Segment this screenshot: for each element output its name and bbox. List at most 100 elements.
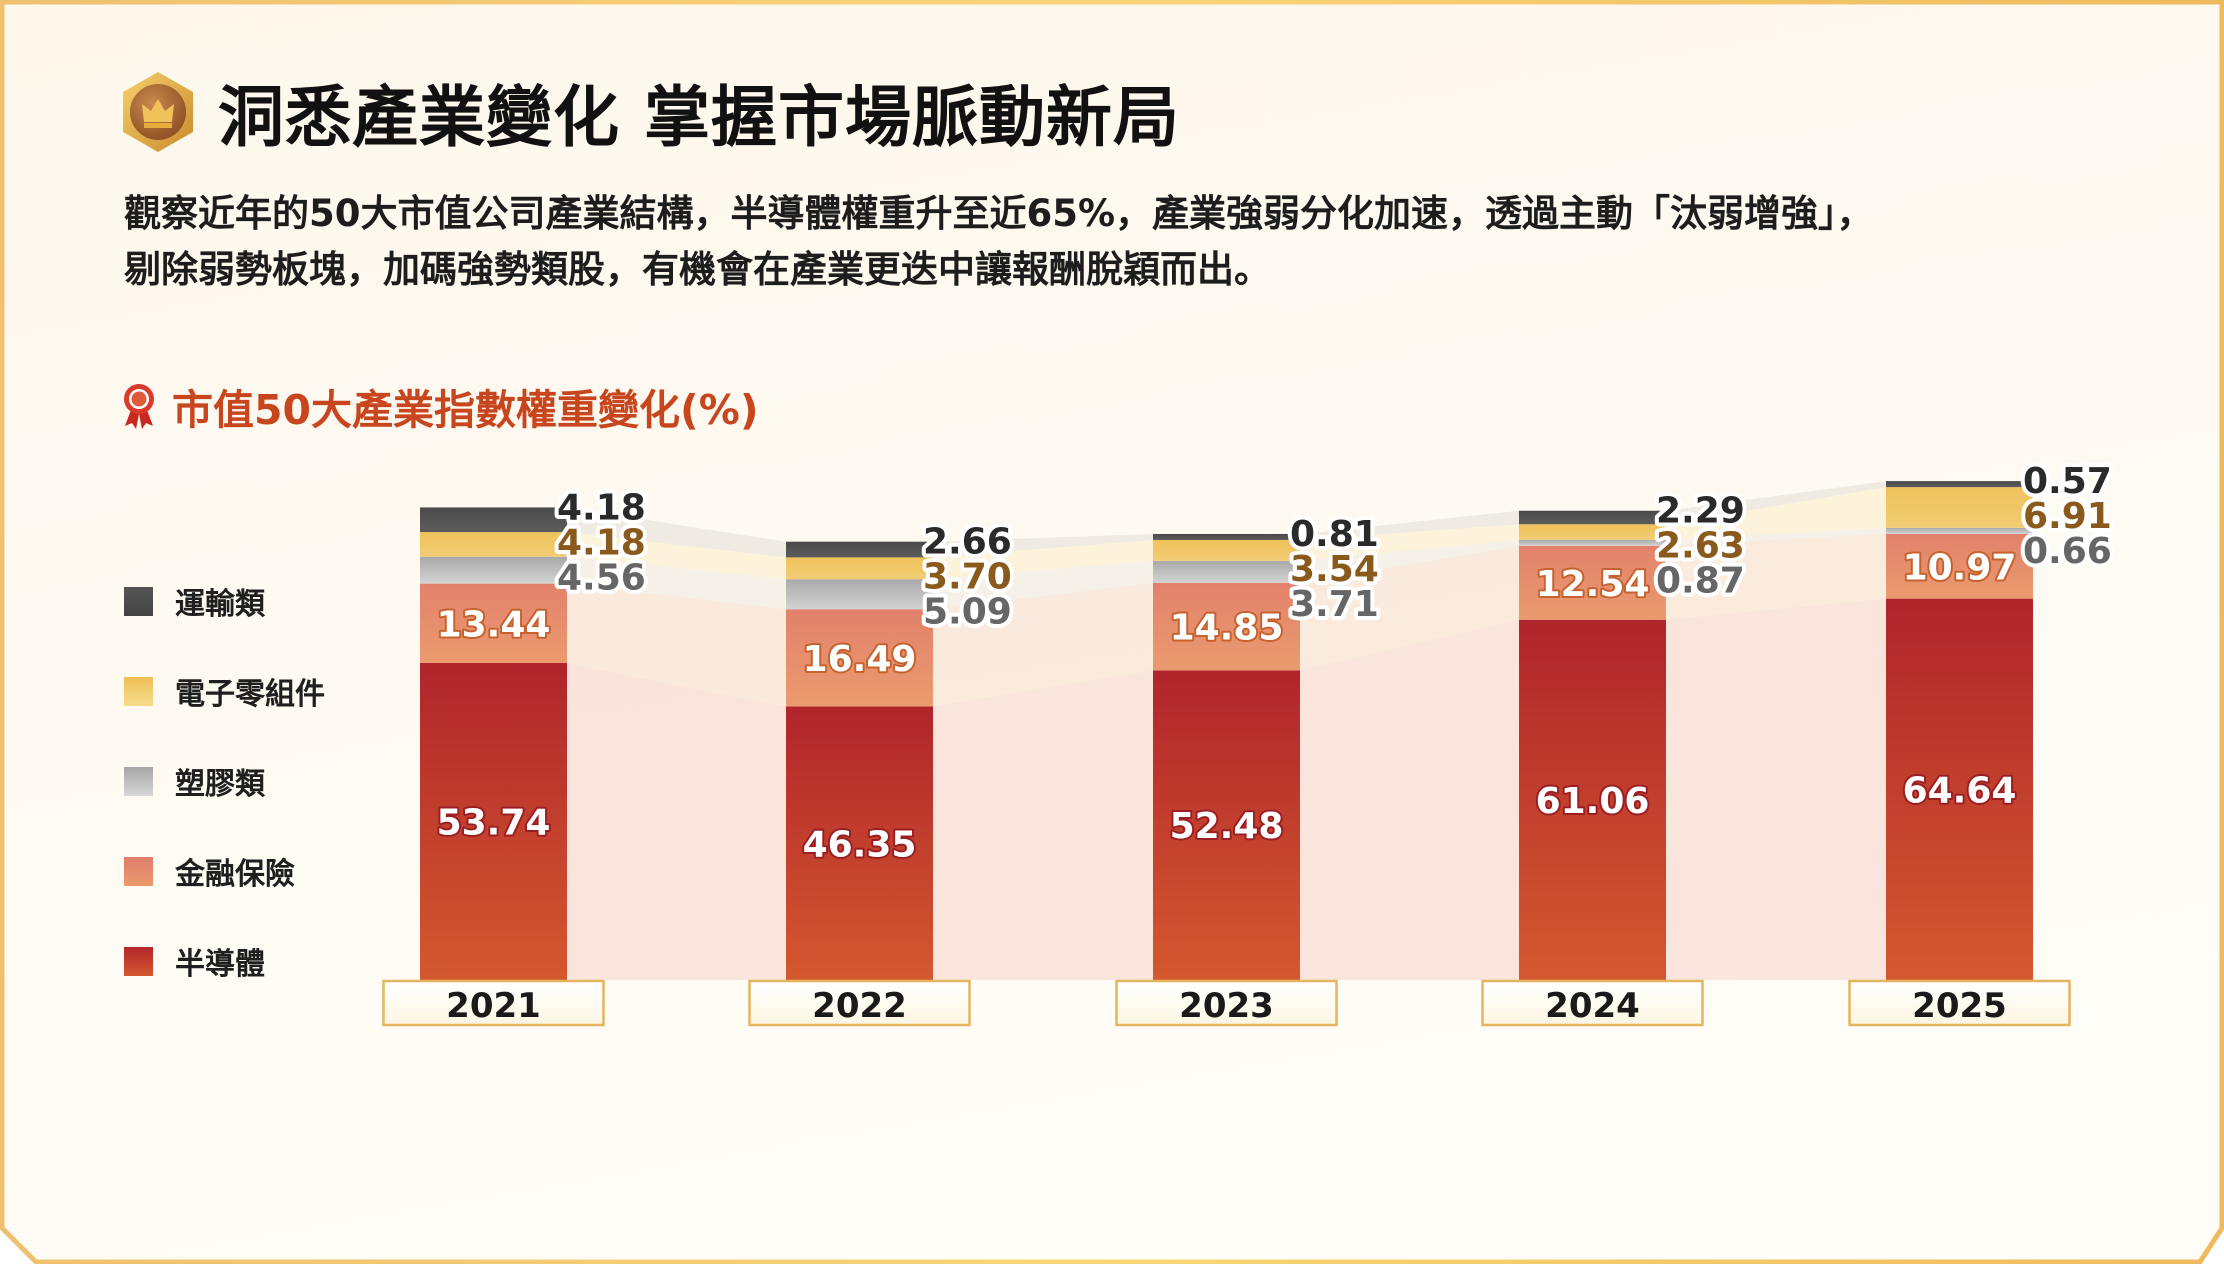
bar-segment-plastics [786, 579, 933, 610]
flow-band-electronic-components [1300, 524, 1519, 561]
bar-segment-semiconductor [1519, 619, 1666, 980]
value-label-finance-insurance: 14.85 [1170, 608, 1284, 649]
value-label-finance-insurance: 16.49 [803, 639, 917, 680]
legend-item: 金融保險 [124, 826, 325, 916]
value-label-finance-insurance: 13.44 [437, 604, 551, 645]
bar-2022 [786, 541, 933, 980]
value-label-transport: 2.29 [1656, 491, 1745, 532]
value-label-semiconductor: 53.74 [437, 802, 551, 843]
flow-band-transport [567, 507, 786, 558]
flow-band-plastics [567, 556, 786, 610]
bar-segment-plastics [1519, 539, 1666, 546]
value-label-plastics: 0.66 [2023, 531, 2112, 572]
flow-band-plastics [1300, 539, 1519, 583]
legend-swatch-semiconductor [124, 946, 153, 976]
year-box [748, 979, 971, 1027]
year-box [1115, 979, 1338, 1027]
value-label-plastics: 0.87 [1656, 561, 1745, 602]
year-label: 2025 [1912, 986, 2007, 1026]
value-label-semiconductor: 46.35 [803, 824, 917, 865]
bar-2023 [1153, 533, 1300, 980]
year-box [382, 979, 605, 1027]
legend-label: 半導體 [175, 947, 265, 982]
flow-band-semiconductor [1666, 598, 1886, 980]
flow-band-electronic-components [1666, 487, 1886, 540]
x-label-2023: 2023 [1115, 979, 1338, 1027]
year-label: 2022 [812, 986, 907, 1026]
bar-segment-finance-insurance [1153, 582, 1300, 671]
legend-swatch-plastics [124, 766, 153, 796]
value-label-electronic-components: 6.91 [2023, 496, 2112, 537]
bar-segment-transport [420, 507, 567, 533]
bar-segment-transport [1153, 533, 1300, 540]
value-label-plastics: 3.71 [1290, 584, 1379, 625]
flow-band-plastics [933, 560, 1153, 610]
description: 觀察近年的50大市值公司產業結構，半導體權重升至近65%，產業強弱分化加速，透過… [124, 186, 2124, 298]
flow-band-plastics [1666, 527, 1886, 546]
bar-segment-transport [786, 541, 933, 558]
flow-band-electronic-components [567, 532, 786, 580]
flow-band-semiconductor [567, 662, 786, 980]
bar-segment-semiconductor [1886, 598, 2033, 980]
flow-band-transport [933, 533, 1153, 558]
year-label: 2021 [446, 986, 541, 1026]
legend-item: 運輸類 [124, 556, 325, 646]
bar-segment-plastics [420, 556, 567, 584]
value-label-finance-insurance: 10.97 [1903, 547, 2017, 588]
value-label-semiconductor: 64.64 [1903, 770, 2017, 811]
value-label-transport: 4.18 [557, 487, 646, 528]
value-label-semiconductor: 52.48 [1170, 806, 1284, 847]
value-label-electronic-components: 4.18 [557, 522, 646, 563]
chart-legend: 運輸類 電子零組件 塑膠類 金融保險 半導體 [124, 556, 325, 1006]
legend-label: 塑膠類 [175, 767, 265, 802]
flow-band-electronic-components [933, 539, 1153, 580]
value-label-finance-insurance: 12.54 [1536, 564, 1650, 605]
flow-band-semiconductor [1300, 619, 1519, 980]
value-label-transport: 0.81 [1290, 514, 1379, 555]
bar-segment-semiconductor [420, 662, 567, 980]
flow-band-finance-insurance [1300, 545, 1519, 671]
year-label: 2024 [1545, 986, 1640, 1026]
bar-segment-finance-insurance [1519, 545, 1666, 620]
bar-segment-finance-insurance [420, 583, 567, 663]
chart-header: 市值50大產業指數權重變化(%) [122, 376, 759, 436]
legend-item: 電子零組件 [124, 646, 325, 736]
flow-band-semiconductor [933, 670, 1153, 980]
value-label-electronic-components: 2.63 [1656, 526, 1745, 567]
bar-segment-transport [1519, 510, 1666, 525]
value-label-transport: 0.57 [2023, 461, 2112, 502]
value-label-transport: 2.66 [923, 522, 1012, 563]
legend-label: 金融保險 [175, 857, 295, 892]
legend-label: 電子零組件 [175, 677, 325, 712]
bar-segment-transport [1886, 481, 2033, 488]
legend-item: 塑膠類 [124, 736, 325, 826]
crown-badge-icon [123, 72, 193, 152]
header: 洞悉產業變化 掌握市場脈動新局 [120, 64, 1180, 160]
x-label-2024: 2024 [1481, 979, 1704, 1027]
legend-swatch-finance-insurance [124, 856, 153, 886]
page-title: 洞悉產業變化 掌握市場脈動新局 [218, 79, 1180, 156]
bar-segment-electronic-components [1886, 487, 2033, 528]
flow-band-finance-insurance [567, 583, 786, 707]
description-line-2: 剔除弱勢板塊，加碼強勢類股，有機會在產業更迭中讓報酬脫穎而出。 [124, 248, 1271, 291]
bar-segment-finance-insurance [1886, 533, 2033, 599]
bar-segment-electronic-components [420, 532, 567, 557]
flow-band-finance-insurance [1666, 533, 1886, 620]
flow-bands [567, 481, 1886, 980]
x-label-2025: 2025 [1848, 979, 2071, 1027]
bar-2021 [420, 507, 567, 980]
year-box [1481, 979, 1704, 1027]
value-label-electronic-components: 3.70 [923, 557, 1012, 598]
bar-segment-semiconductor [1153, 670, 1300, 980]
bar-segment-electronic-components [1519, 524, 1666, 540]
flow-band-finance-insurance [933, 582, 1153, 707]
bar-segment-plastics [1153, 560, 1300, 583]
bar-segment-finance-insurance [786, 609, 933, 707]
award-ribbon-icon [124, 384, 154, 429]
chart-title: 市值50大產業指數權重變化(%) [172, 386, 759, 434]
year-box [1848, 979, 2071, 1027]
legend-label: 運輸類 [175, 587, 265, 622]
year-label: 2023 [1179, 986, 1274, 1026]
bar-segment-electronic-components [1153, 539, 1300, 561]
